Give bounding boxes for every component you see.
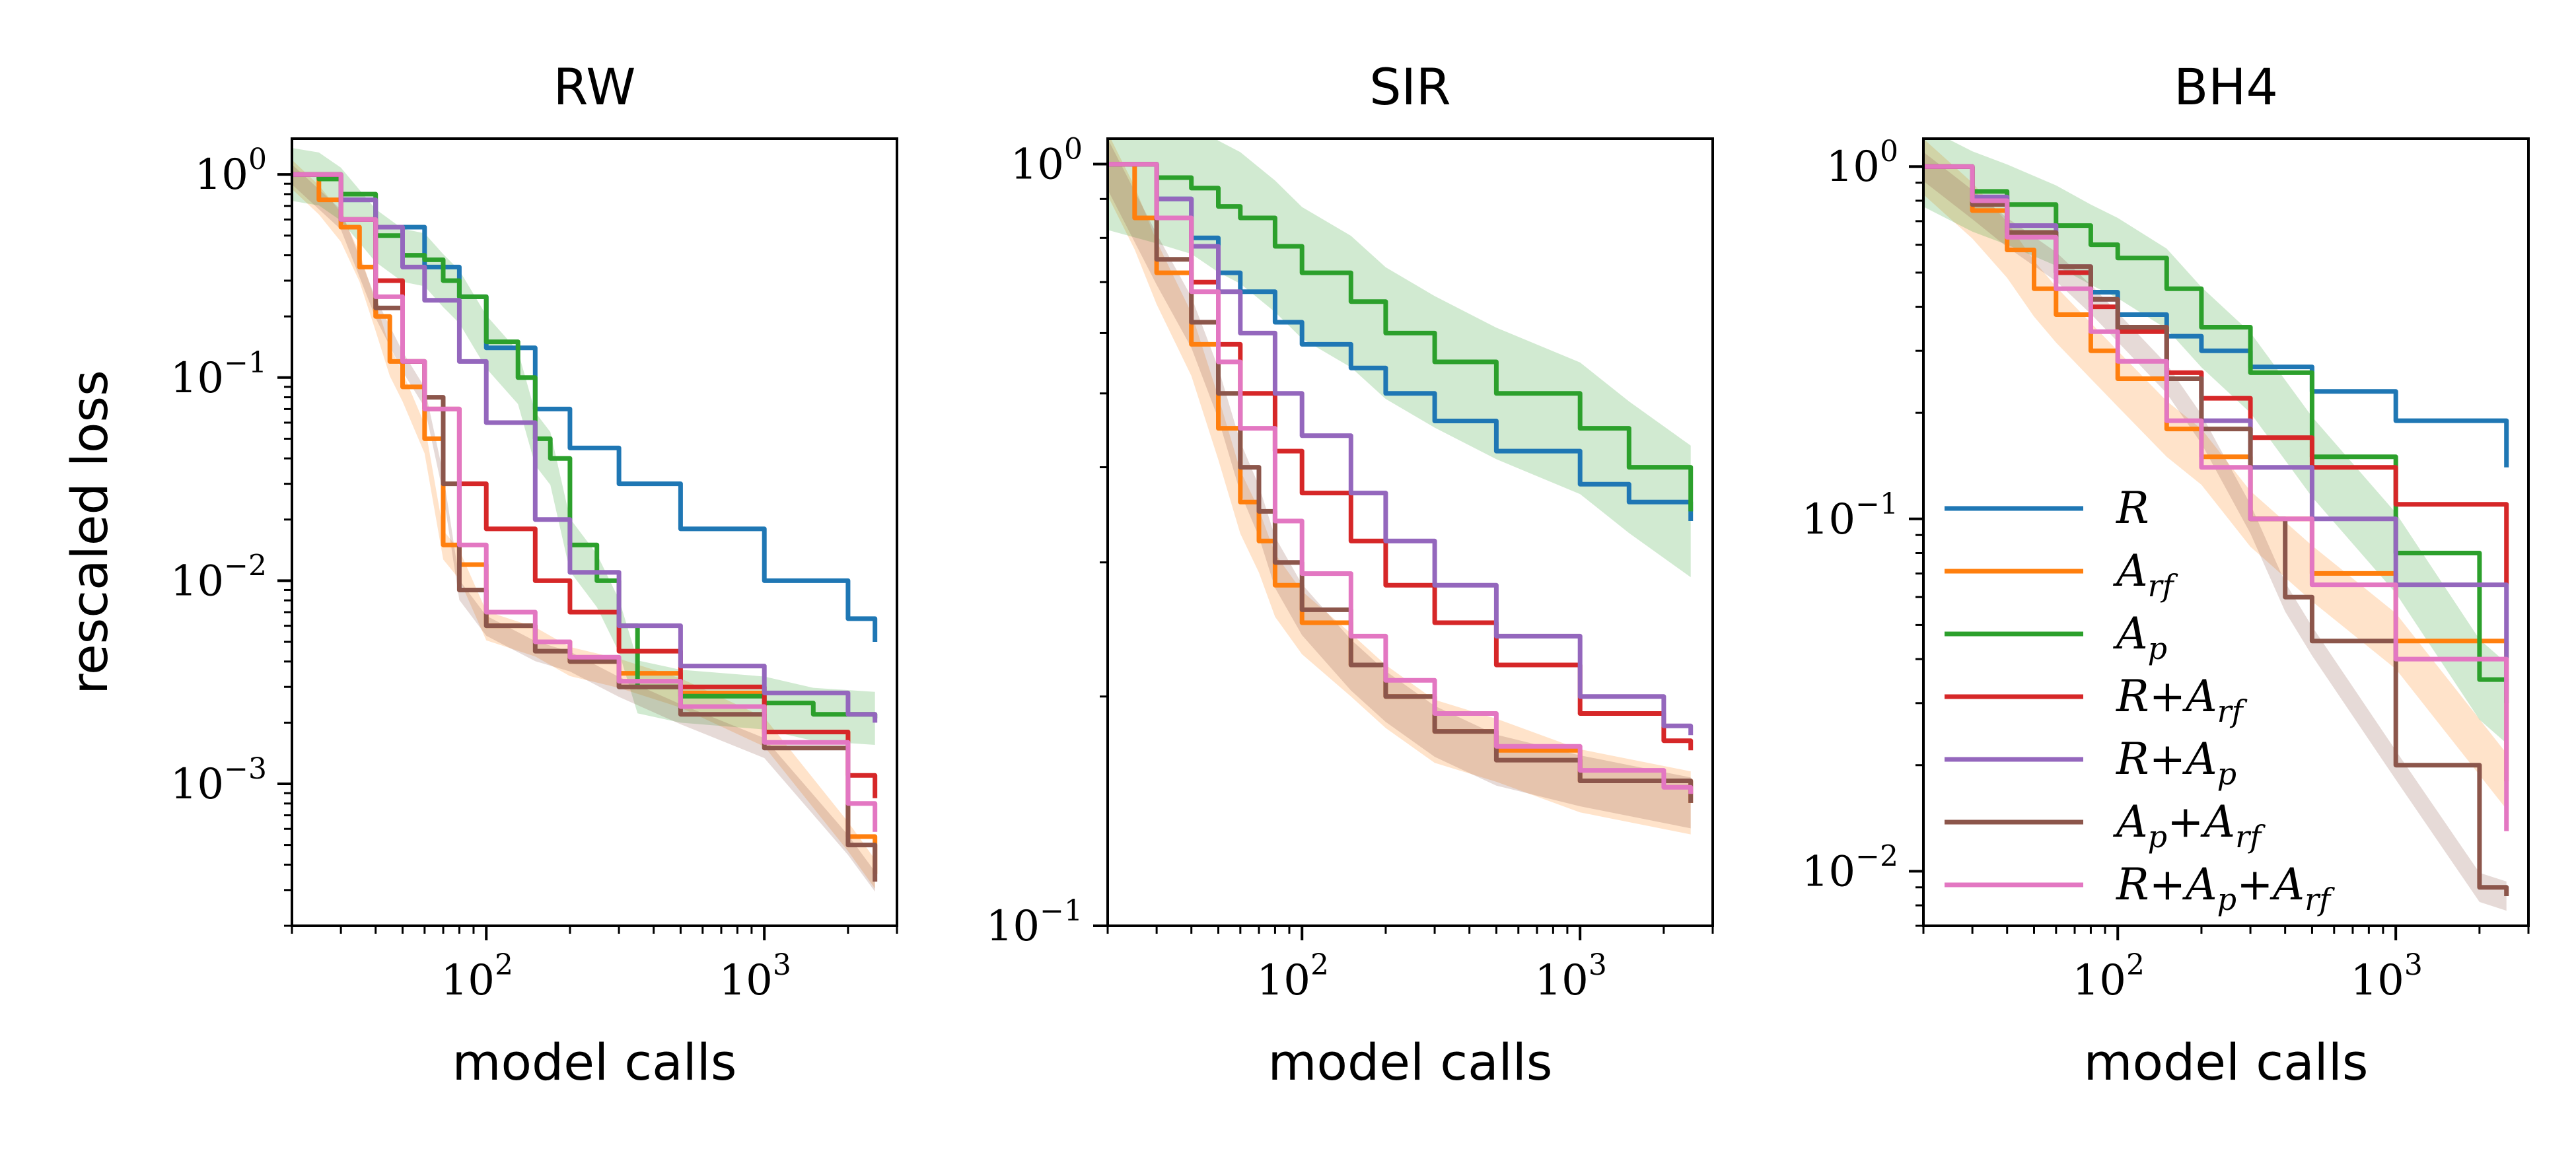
legend-label-Arf: Arf [2112,545,2178,604]
axes-frame [291,137,898,927]
series-RAp [292,172,878,723]
series-Ap [1108,162,1694,512]
panel-title: RW [554,57,636,116]
legend-label-ApArf: Ap+Arf [2112,796,2266,854]
y-tick-label: 10−2 [170,549,267,606]
x-tick-label: 103 [2350,948,2422,1005]
x-axis-label: model calls [2084,1033,2369,1092]
plot-area [1923,139,2509,911]
plot-area [1108,139,1694,835]
x-tick-label: 103 [719,948,791,1005]
series-RApArf [292,172,878,832]
x-axis-label: model calls [452,1033,737,1092]
legend-label-RApArf: R+Ap+Arf [2116,859,2335,917]
axes-frame [1922,137,2530,927]
y-tick-label: 10−2 [1802,839,1898,896]
band-Ap [1108,139,1691,578]
legend-label-R: R [2116,483,2149,534]
x-tick-label: 102 [1257,948,1329,1005]
y-tick-label: 10−1 [1802,487,1898,544]
band-ApArf [292,164,875,892]
series-RAp [1108,162,1694,736]
x-axis-label: model calls [1268,1033,1553,1092]
y-tick-label: 100 [195,143,267,199]
x-tick-label: 102 [441,948,513,1005]
axes-frame [1106,137,1714,927]
band-Arf [1923,139,2507,810]
y-tick-label: 10−3 [170,752,267,809]
y-axis-label: rescaled loss [60,370,119,694]
y-tick-label: 10−1 [986,894,1083,951]
band-ApArf [1108,139,1691,829]
legend-label-Ap: Ap [2112,608,2167,666]
y-tick-label: 100 [1011,133,1083,190]
legend-label-RArf: R+Arf [2116,671,2248,729]
plot-area [292,148,878,892]
series-RApArf [1923,164,2509,831]
band-Ap [292,148,875,746]
panel-sir: 102 103 100 10−1 SIR model calls [986,57,1714,1092]
series-R [1108,162,1694,521]
series-ApArf [1923,164,2509,896]
y-tick-label: 10−1 [170,346,267,403]
y-tick-label: 100 [1826,135,1898,192]
panel-title: SIR [1369,57,1450,116]
panel-title: BH4 [2174,57,2278,116]
series-RApArf [1108,162,1694,794]
x-tick-label: 103 [1534,948,1606,1005]
x-tick-label: 102 [2073,948,2145,1005]
band-ApArf [1923,152,2507,911]
panel-rw: 102 103 100 10−1 10−2 10−3 RW model calls rescal… [60,57,898,1092]
legend-label-RAp: R+Ap [2116,734,2236,792]
